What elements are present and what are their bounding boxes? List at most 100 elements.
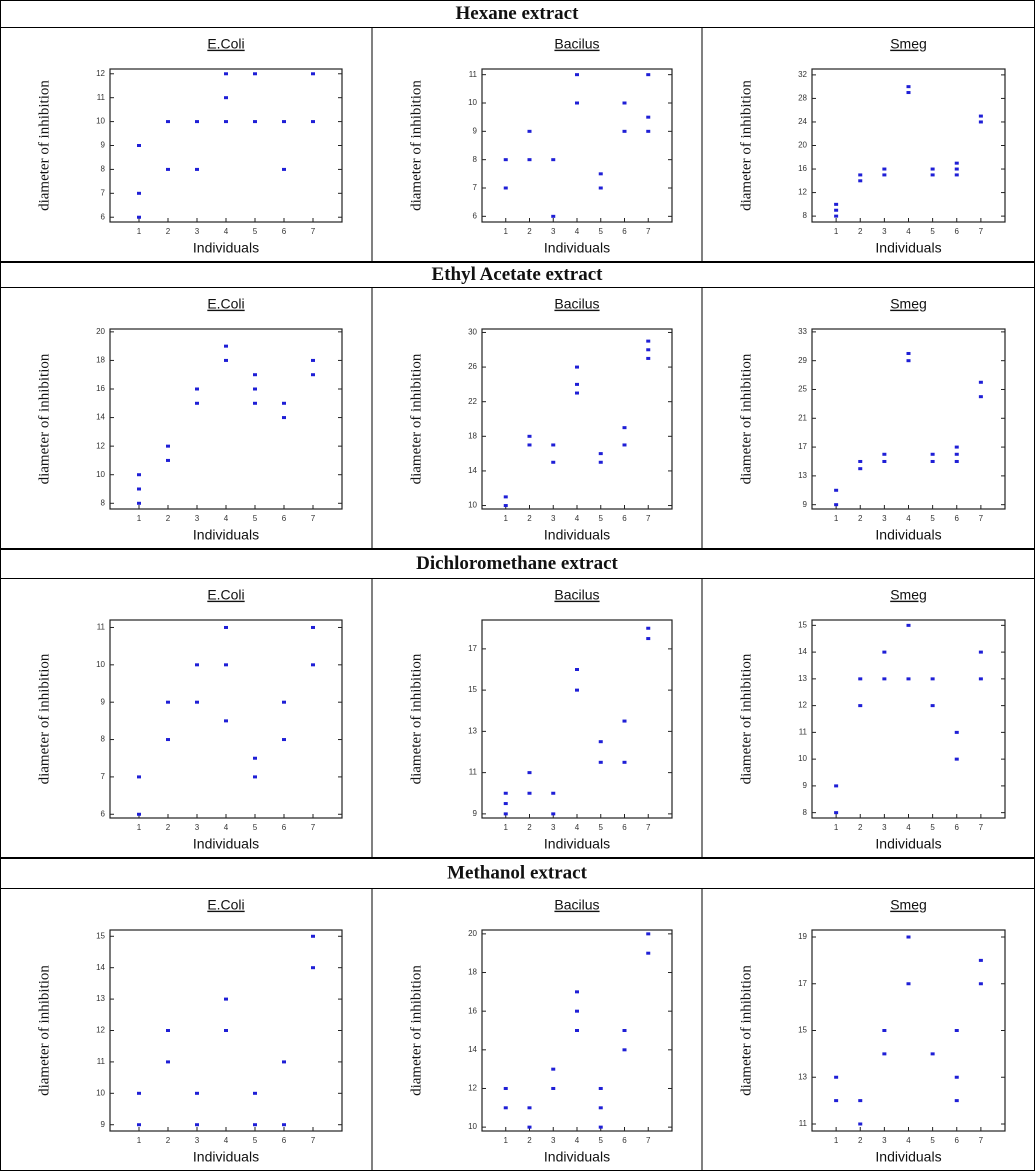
data-point bbox=[311, 358, 315, 362]
x-axis-label: Individuals bbox=[875, 1149, 941, 1165]
data-point bbox=[622, 1029, 627, 1032]
chart-title: E.Coli bbox=[207, 587, 244, 603]
y-tick-label: 10 bbox=[468, 1122, 477, 1131]
x-tick-label: 1 bbox=[504, 514, 509, 523]
data-point bbox=[195, 1091, 199, 1095]
x-tick-label: 1 bbox=[137, 514, 142, 523]
x-tick-label: 7 bbox=[979, 227, 984, 236]
x-tick-label: 4 bbox=[224, 227, 229, 236]
x-tick-label: 4 bbox=[906, 1136, 911, 1145]
x-tick-label: 5 bbox=[253, 227, 258, 236]
x-tick-label: 4 bbox=[575, 227, 580, 236]
y-tick-label: 14 bbox=[468, 466, 477, 475]
y-tick-label: 9 bbox=[473, 126, 478, 135]
y-tick-label: 16 bbox=[798, 164, 807, 173]
data-point bbox=[954, 1099, 959, 1103]
y-tick-label: 8 bbox=[101, 735, 106, 744]
x-tick-label: 2 bbox=[527, 1136, 532, 1145]
data-point bbox=[503, 802, 508, 806]
data-point bbox=[311, 934, 315, 938]
x-tick-label: 6 bbox=[622, 1136, 627, 1145]
data-point bbox=[978, 650, 983, 654]
data-point bbox=[311, 966, 315, 970]
chart-title: Smeg bbox=[890, 36, 927, 52]
x-tick-label: 4 bbox=[906, 823, 911, 832]
data-point bbox=[166, 120, 170, 124]
data-point bbox=[954, 730, 959, 734]
y-axis-label: diameter of inhibition bbox=[36, 965, 52, 1096]
data-point bbox=[882, 173, 887, 177]
y-tick-label: 18 bbox=[468, 431, 477, 440]
data-point bbox=[311, 72, 315, 76]
data-point bbox=[137, 215, 141, 219]
x-tick-label: 3 bbox=[882, 1136, 887, 1145]
x-tick-label: 2 bbox=[858, 514, 863, 523]
section-title: Hexane extract bbox=[456, 3, 580, 24]
y-tick-label: 8 bbox=[803, 808, 808, 817]
y-axis-label: diameter of inhibition bbox=[738, 653, 754, 784]
data-point bbox=[930, 167, 935, 171]
data-point bbox=[527, 791, 532, 795]
x-tick-label: 1 bbox=[137, 227, 142, 236]
y-tick-label: 11 bbox=[97, 93, 106, 102]
data-point bbox=[834, 1099, 839, 1103]
data-point bbox=[503, 186, 508, 190]
data-point bbox=[954, 1029, 959, 1032]
y-tick-label: 8 bbox=[473, 155, 478, 164]
x-tick-label: 7 bbox=[311, 227, 316, 236]
x-tick-label: 4 bbox=[575, 1136, 580, 1145]
data-point bbox=[503, 1086, 508, 1090]
y-tick-label: 14 bbox=[96, 413, 105, 422]
data-point bbox=[646, 339, 651, 343]
data-point bbox=[137, 1091, 141, 1095]
data-point bbox=[282, 167, 286, 171]
data-point bbox=[834, 1075, 839, 1079]
data-point bbox=[858, 459, 863, 463]
data-point bbox=[224, 344, 228, 348]
x-tick-label: 7 bbox=[311, 823, 316, 832]
x-tick-label: 6 bbox=[622, 514, 627, 523]
y-tick-label: 8 bbox=[101, 165, 106, 174]
data-point bbox=[882, 167, 887, 171]
y-tick-label: 15 bbox=[468, 685, 477, 694]
y-tick-label: 8 bbox=[803, 211, 808, 220]
x-axis-label: Individuals bbox=[193, 527, 259, 543]
data-point bbox=[166, 700, 170, 704]
x-axis-label: Individuals bbox=[544, 240, 610, 256]
x-tick-label: 2 bbox=[858, 1136, 863, 1145]
data-point bbox=[954, 459, 959, 463]
data-point bbox=[527, 771, 532, 775]
data-point bbox=[137, 473, 141, 477]
x-tick-label: 5 bbox=[930, 227, 935, 236]
data-point bbox=[978, 114, 983, 118]
data-point bbox=[253, 120, 257, 124]
x-tick-label: 6 bbox=[622, 823, 627, 832]
x-tick-label: 7 bbox=[979, 823, 984, 832]
y-tick-label: 28 bbox=[798, 94, 807, 103]
x-tick-label: 2 bbox=[527, 514, 532, 523]
data-point bbox=[834, 214, 839, 218]
data-point bbox=[195, 120, 199, 124]
y-tick-label: 12 bbox=[96, 69, 105, 78]
data-point bbox=[882, 1029, 887, 1032]
y-tick-label: 17 bbox=[798, 442, 807, 451]
data-point bbox=[575, 990, 579, 994]
x-tick-label: 7 bbox=[646, 514, 651, 523]
y-tick-label: 21 bbox=[798, 413, 807, 422]
data-point bbox=[137, 812, 141, 816]
x-tick-label: 4 bbox=[224, 823, 229, 832]
y-tick-label: 9 bbox=[101, 697, 106, 706]
data-point bbox=[503, 1106, 508, 1110]
data-point bbox=[551, 791, 556, 795]
x-tick-label: 4 bbox=[575, 823, 580, 832]
x-tick-label: 6 bbox=[955, 823, 960, 832]
plot-frame bbox=[481, 328, 673, 510]
x-tick-label: 5 bbox=[930, 514, 935, 523]
x-tick-label: 2 bbox=[527, 823, 532, 832]
data-point bbox=[978, 982, 983, 986]
data-point bbox=[224, 358, 228, 362]
y-tick-label: 12 bbox=[798, 701, 807, 710]
x-tick-label: 3 bbox=[195, 227, 200, 236]
data-point bbox=[858, 704, 863, 708]
